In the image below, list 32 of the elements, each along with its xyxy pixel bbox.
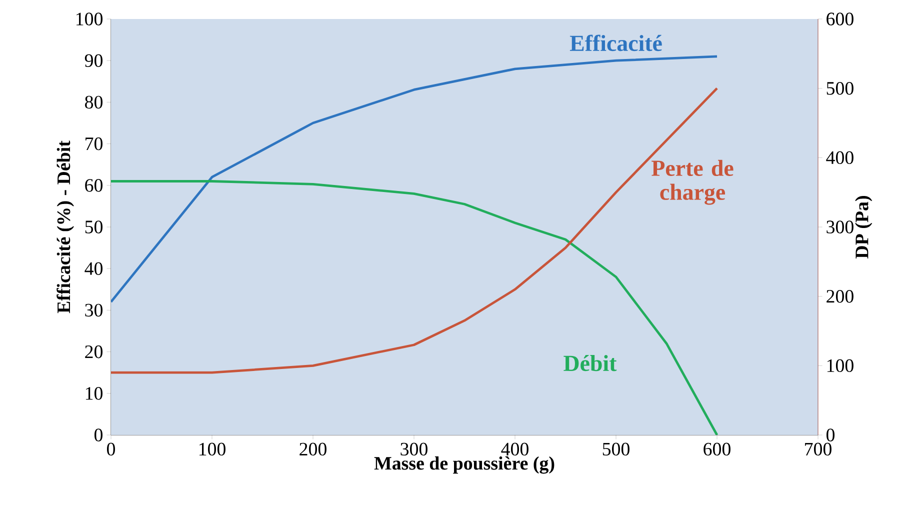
x-tick-label: 0: [106, 442, 116, 456]
x-tick-label: 300: [400, 442, 428, 456]
y-tick-label: 40: [84, 262, 102, 275]
x-tick-label: 500: [602, 442, 630, 456]
y-tick-label: 0: [94, 428, 102, 442]
y-tick-label: 70: [86, 137, 102, 150]
y-tick-label: 20: [85, 345, 102, 358]
y-tick-label: 80: [85, 96, 102, 109]
y-tick-label: 90: [84, 54, 102, 67]
series-label: Perte de charge: [652, 160, 734, 205]
x-tick-label: 600: [704, 442, 730, 456]
x-axis-title: Masse de poussière (g): [374, 456, 554, 474]
y2-tick-label: 400: [826, 151, 854, 164]
series-label: Efficacité: [570, 34, 662, 52]
y2-tick-label: 100: [827, 359, 854, 372]
y-tick-label: 30: [85, 304, 102, 317]
y2-tick-label: 0: [826, 428, 835, 442]
x-tick-label: 200: [300, 442, 326, 456]
y-tick-label: 50: [85, 220, 102, 234]
y2-tick-label: 600: [826, 12, 854, 26]
x-tick-label: 400: [501, 442, 528, 456]
text: Débit: [564, 355, 617, 372]
y2-tick-label: 500: [826, 82, 854, 95]
y-tick-label: 10: [86, 387, 102, 400]
x-tick-label: 700: [805, 442, 832, 456]
y-tick-label: 100: [76, 12, 102, 26]
y-tick-label: 60: [85, 179, 102, 192]
y2-tick-label: 200: [826, 290, 854, 303]
y2-tick-label: 300: [826, 220, 854, 234]
x-tick-label: 100: [199, 442, 226, 456]
y2-axis-title: DP (Pa): [855, 196, 872, 258]
y-axis-title: Efficacité (%) - Débit: [56, 140, 74, 314]
